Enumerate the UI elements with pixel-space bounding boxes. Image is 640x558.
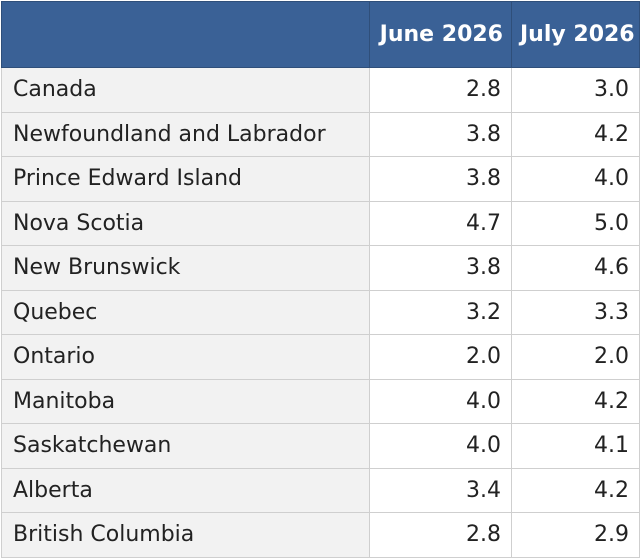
table-row: Alberta 3.4 4.2 <box>1 467 640 513</box>
table-row: Saskatchewan 4.0 4.1 <box>1 423 640 469</box>
cell-june-2026: 3.8 <box>369 245 512 291</box>
cell-july-2026: 4.0 <box>511 156 640 202</box>
table-header: June 2026 July 2026 <box>1 1 640 68</box>
row-label: Prince Edward Island <box>1 156 370 202</box>
cell-july-2026: 3.3 <box>511 289 640 335</box>
table-row: Newfoundland and Labrador 3.8 4.2 <box>1 111 640 157</box>
cell-july-2026: 3.0 <box>511 67 640 113</box>
cell-july-2026: 4.2 <box>511 111 640 157</box>
cell-june-2026: 2.8 <box>369 512 512 558</box>
cell-july-2026: 2.9 <box>511 512 640 558</box>
table-row: Canada 2.8 3.0 <box>1 67 640 113</box>
cell-june-2026: 4.0 <box>369 378 512 424</box>
table-row: British Columbia 2.8 2.9 <box>1 512 640 558</box>
cell-june-2026: 3.8 <box>369 156 512 202</box>
row-label: Saskatchewan <box>1 423 370 469</box>
cell-july-2026: 4.6 <box>511 245 640 291</box>
table-body: Canada 2.8 3.0 Newfoundland and Labrador 3.8… <box>1 67 640 558</box>
cell-june-2026: 4.7 <box>369 200 512 246</box>
row-label: Ontario <box>1 334 370 380</box>
row-label: New Brunswick <box>1 245 370 291</box>
cell-july-2026: 4.2 <box>511 467 640 513</box>
cell-june-2026: 2.0 <box>369 334 512 380</box>
header-corner <box>1 1 370 68</box>
column-header-june-2026: June 2026 <box>369 1 512 68</box>
column-header-july-2026: July 2026 <box>511 1 640 68</box>
row-label: Newfoundland and Labrador <box>1 111 370 157</box>
row-label: Alberta <box>1 467 370 513</box>
table-row: Nova Scotia 4.7 5.0 <box>1 200 640 246</box>
cell-june-2026: 3.2 <box>369 289 512 335</box>
cell-july-2026: 5.0 <box>511 200 640 246</box>
cell-july-2026: 4.1 <box>511 423 640 469</box>
cell-june-2026: 2.8 <box>369 67 512 113</box>
cell-june-2026: 3.8 <box>369 111 512 157</box>
row-label: Manitoba <box>1 378 370 424</box>
row-label: Canada <box>1 67 370 113</box>
row-label: Nova Scotia <box>1 200 370 246</box>
table-row: Ontario 2.0 2.0 <box>1 334 640 380</box>
table-row: Quebec 3.2 3.3 <box>1 289 640 335</box>
cell-july-2026: 4.2 <box>511 378 640 424</box>
cell-july-2026: 2.0 <box>511 334 640 380</box>
table-row: New Brunswick 3.8 4.6 <box>1 245 640 291</box>
cell-june-2026: 4.0 <box>369 423 512 469</box>
table-row: Prince Edward Island 3.8 4.0 <box>1 156 640 202</box>
row-label: British Columbia <box>1 512 370 558</box>
table-row: Manitoba 4.0 4.2 <box>1 378 640 424</box>
header-row: June 2026 July 2026 <box>1 1 640 68</box>
cell-june-2026: 3.4 <box>369 467 512 513</box>
row-label: Quebec <box>1 289 370 335</box>
